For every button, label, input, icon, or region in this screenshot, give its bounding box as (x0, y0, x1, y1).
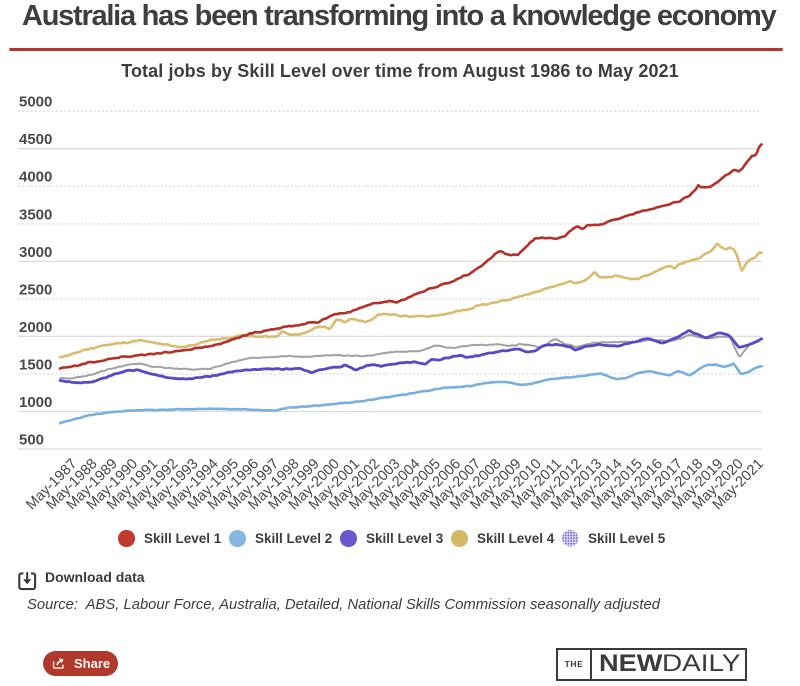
svg-text:5000: 5000 (19, 94, 52, 111)
svg-text:4500: 4500 (19, 131, 52, 148)
svg-text:4000: 4000 (19, 169, 52, 186)
svg-text:2500: 2500 (19, 281, 52, 298)
svg-text:1000: 1000 (19, 394, 52, 411)
svg-text:1500: 1500 (19, 356, 52, 373)
svg-text:2000: 2000 (19, 319, 52, 336)
svg-text:500: 500 (19, 431, 44, 448)
svg-text:3500: 3500 (19, 206, 52, 223)
svg-text:3000: 3000 (19, 244, 52, 261)
